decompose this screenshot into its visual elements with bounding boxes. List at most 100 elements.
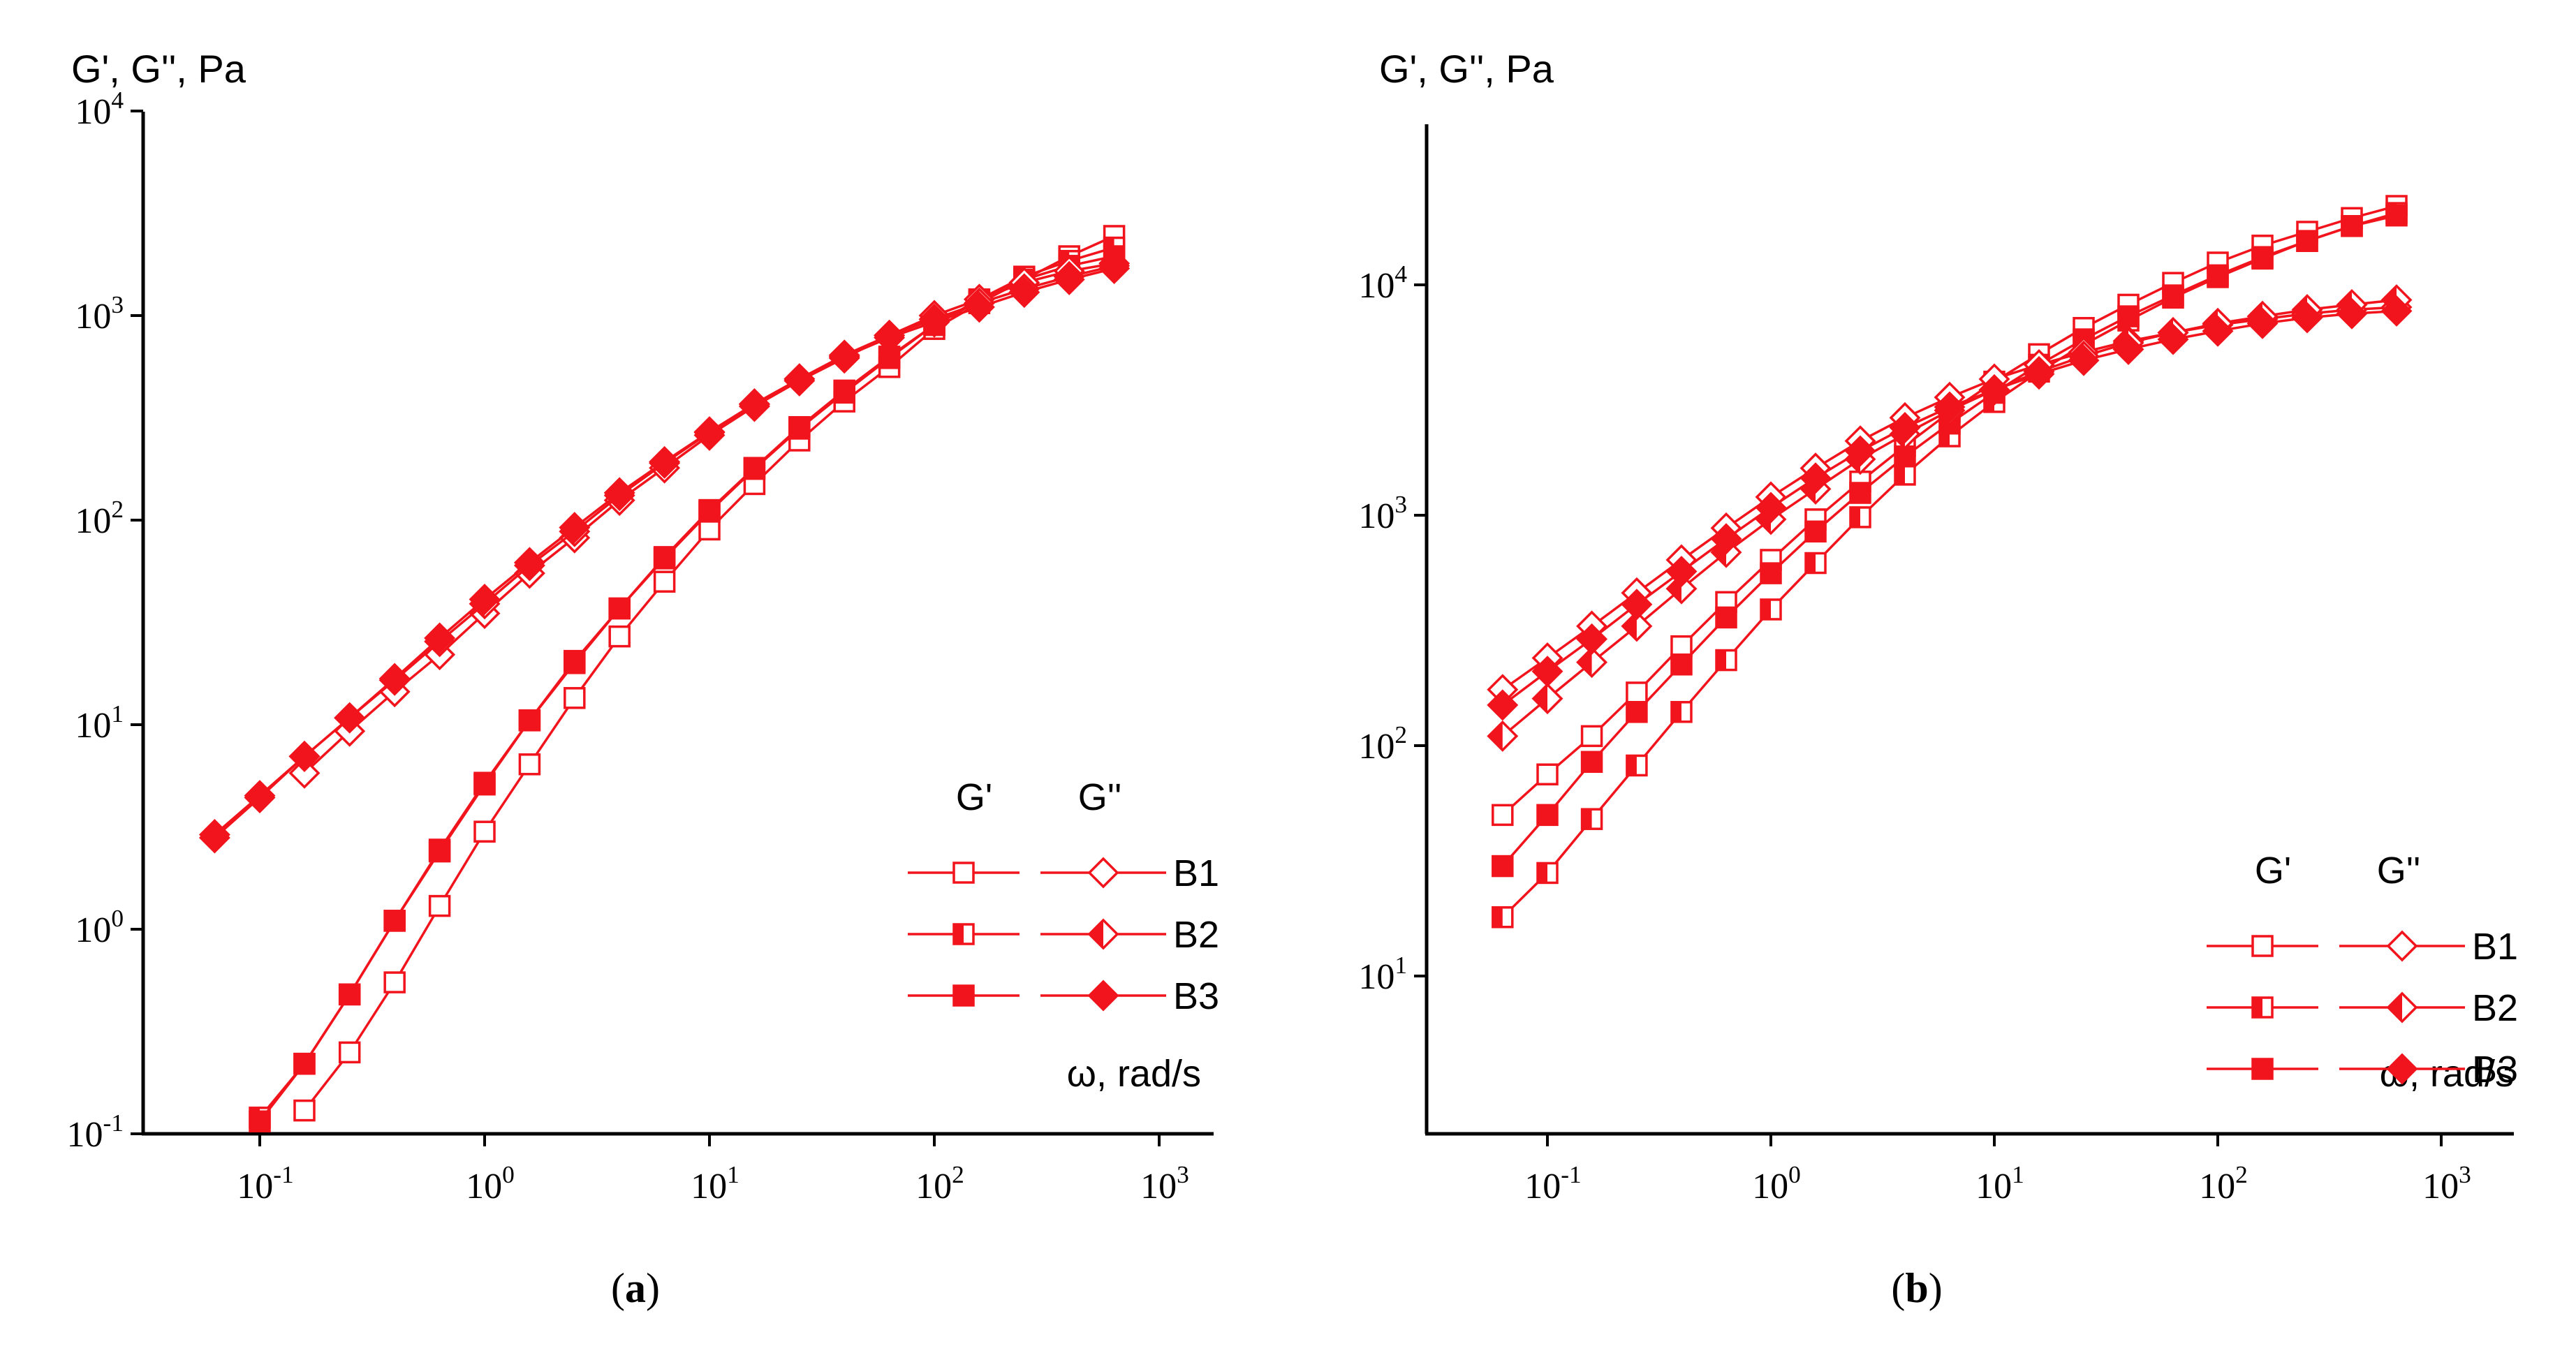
data-point bbox=[288, 740, 321, 772]
data-point bbox=[1978, 374, 2010, 406]
legend-header-gdoubleprime: G'' bbox=[2377, 850, 2421, 892]
data-point bbox=[1849, 482, 1871, 504]
y-tick-label: 103 bbox=[75, 290, 124, 337]
data-point bbox=[1715, 606, 1737, 629]
data-point bbox=[1760, 598, 1782, 621]
x-tick-label: 10-1 bbox=[237, 1160, 293, 1206]
data-point bbox=[1580, 725, 1603, 748]
data-point bbox=[1849, 506, 1871, 529]
data-point bbox=[1894, 464, 1916, 486]
data-point bbox=[1492, 906, 1514, 929]
series-B3-gprime bbox=[249, 245, 1126, 1132]
data-point bbox=[1536, 862, 1559, 885]
y-tick-label: 103 bbox=[1358, 490, 1407, 536]
legend-marker-square bbox=[2251, 996, 2274, 1019]
data-point bbox=[2117, 305, 2140, 327]
x-tick-label: 102 bbox=[915, 1160, 964, 1206]
data-point bbox=[1487, 720, 1519, 752]
data-point bbox=[788, 415, 811, 438]
y-tick-label: 101 bbox=[1358, 951, 1407, 997]
y-tick-label: 102 bbox=[1358, 720, 1407, 767]
data-point bbox=[1670, 635, 1693, 658]
y-axis-label: G', G'', Pa bbox=[1379, 47, 1554, 91]
y-tick-label: 10-1 bbox=[67, 1109, 124, 1155]
legend-header-gprime: G' bbox=[2255, 850, 2291, 892]
legend-marker-square bbox=[952, 984, 975, 1007]
data-point bbox=[2157, 323, 2189, 355]
legend-marker-diamond bbox=[1087, 857, 1119, 889]
data-point bbox=[608, 625, 631, 648]
x-tick-label: 101 bbox=[691, 1160, 739, 1206]
data-point bbox=[1710, 523, 1742, 555]
data-point bbox=[2207, 264, 2229, 287]
data-point bbox=[2246, 307, 2279, 339]
series-line bbox=[1501, 298, 2397, 737]
data-point bbox=[1580, 751, 1603, 774]
data-point bbox=[2251, 246, 2274, 268]
data-point bbox=[1934, 391, 1966, 423]
data-point bbox=[1626, 701, 1648, 723]
legend-label-b3: B3 bbox=[2472, 1049, 2518, 1091]
data-point bbox=[293, 1099, 316, 1122]
data-point bbox=[473, 820, 496, 843]
data-point bbox=[1576, 646, 1608, 679]
data-point bbox=[338, 1041, 361, 1064]
data-point bbox=[1580, 808, 1603, 830]
data-point bbox=[559, 512, 591, 544]
panel-label: (a) bbox=[611, 1265, 660, 1311]
data-point bbox=[378, 663, 411, 695]
data-point bbox=[1626, 754, 1648, 777]
data-point bbox=[649, 445, 681, 478]
data-point bbox=[1889, 412, 1921, 444]
legend-marker-diamond bbox=[2386, 930, 2418, 962]
data-point bbox=[2341, 215, 2363, 237]
data-point bbox=[1894, 445, 1916, 468]
data-point bbox=[1576, 623, 1608, 655]
data-point bbox=[1626, 681, 1648, 704]
data-point bbox=[1008, 276, 1040, 309]
legend: G' G'' B1 B2 B3 bbox=[908, 776, 1219, 1017]
series-B2-gprime bbox=[249, 236, 1126, 1129]
data-point bbox=[1670, 701, 1693, 723]
data-point bbox=[2068, 344, 2100, 376]
series-line bbox=[1501, 205, 2397, 816]
data-point bbox=[1844, 435, 1876, 467]
series-B3-gdoubleprime bbox=[198, 253, 1131, 854]
series-B2-gdoubleprime bbox=[1487, 284, 2413, 752]
data-point bbox=[698, 498, 721, 522]
series-B3-gdoubleprime bbox=[1487, 295, 2413, 721]
y-tick-label: 104 bbox=[75, 86, 124, 132]
data-point bbox=[473, 771, 496, 794]
data-point bbox=[2336, 297, 2368, 330]
y-tick-label: 104 bbox=[1358, 260, 1407, 306]
data-point bbox=[198, 822, 230, 854]
data-point bbox=[428, 838, 451, 861]
data-point bbox=[1053, 263, 1085, 295]
x-tick-label: 10-1 bbox=[1524, 1160, 1581, 1206]
series-line bbox=[303, 235, 1115, 1111]
data-point bbox=[743, 457, 766, 479]
data-point bbox=[738, 388, 770, 420]
data-point bbox=[603, 477, 635, 509]
data-point bbox=[293, 1052, 316, 1075]
x-tick-label: 101 bbox=[1975, 1160, 2024, 1206]
data-point bbox=[1531, 656, 1563, 688]
data-point bbox=[338, 983, 361, 1006]
data-point bbox=[1804, 552, 1827, 575]
series-B1-gprime bbox=[1492, 195, 2408, 827]
data-point bbox=[2202, 315, 2234, 347]
data-point bbox=[2296, 230, 2318, 252]
legend-marker-square bbox=[952, 923, 975, 945]
chart-panel-a: 10-1 100 101 102 103 104 10-1 100 101 102 103 G', G… bbox=[67, 47, 1220, 1311]
data-point bbox=[653, 570, 676, 593]
y-tick-label: 100 bbox=[75, 904, 124, 950]
x-tick-label: 103 bbox=[2422, 1160, 2471, 1206]
data-point bbox=[1804, 520, 1827, 543]
legend-label-b2: B2 bbox=[1173, 914, 1219, 956]
data-point bbox=[693, 416, 726, 448]
data-point bbox=[1665, 556, 1698, 588]
legend-marker-diamond bbox=[2386, 991, 2418, 1023]
data-point bbox=[783, 363, 816, 395]
